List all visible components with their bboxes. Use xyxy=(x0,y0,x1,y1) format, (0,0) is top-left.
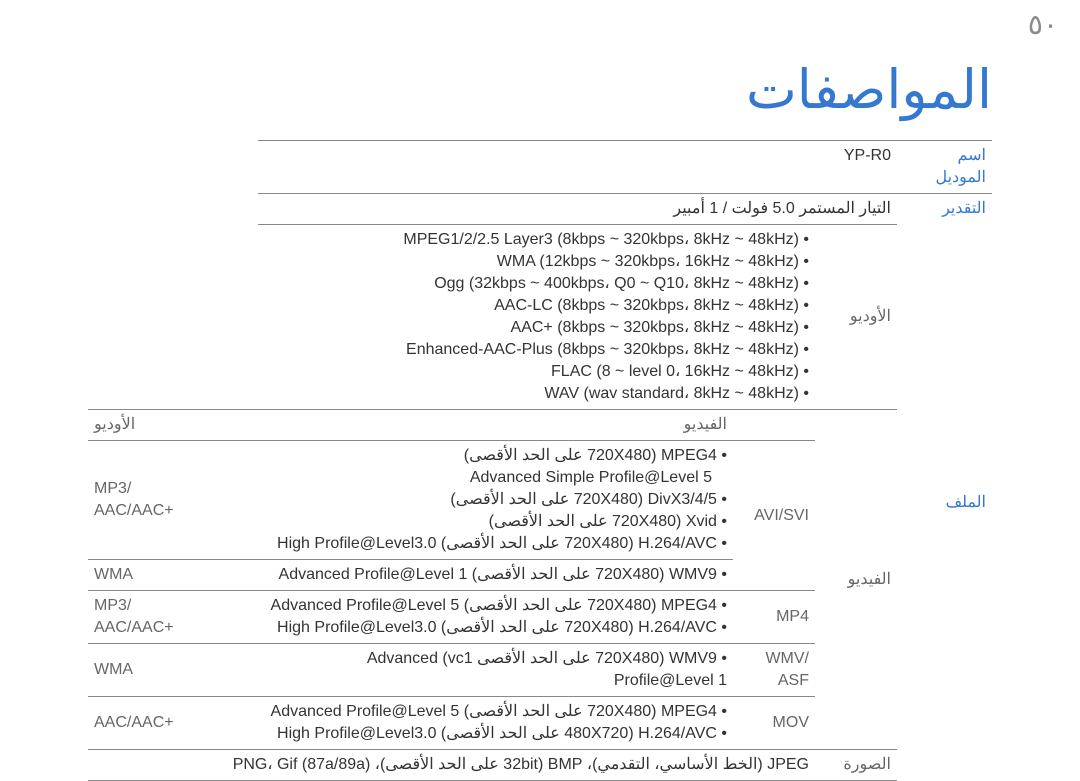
video-line: MPEG4 (720X480 على الحد الأقصى) Advanced… xyxy=(264,595,727,617)
value-image: JPEG (الخط الأساسي، التقدمي)، BMP (32bit… xyxy=(88,750,815,781)
audio-mp4: MP3/ AAC/AAC+ xyxy=(88,591,258,644)
audio-avi: MP3/ AAC/AAC+ xyxy=(88,441,258,560)
format-wmv: WMV/ ASF xyxy=(733,644,815,697)
format-mp4: MP4 xyxy=(733,591,815,644)
video-line: WMV9 (720X480 على الحد الأقصى) Advanced … xyxy=(264,564,727,586)
value-rating: التيار المستمر 5.0 فولت / 1 أمبير xyxy=(258,194,897,225)
audio-line: Enhanced-AAC-Plus (8kbps ~ 320kbps، 8kHz… xyxy=(264,339,809,361)
audio-line: AAC+ (8kbps ~ 320kbps، 8kHz ~ 48kHz) xyxy=(264,317,809,339)
audio-line: MPEG1/2/2.5 Layer3 (8kbps ~ 320kbps، 8kH… xyxy=(264,229,809,251)
format-avi: AVI/SVI xyxy=(733,441,815,591)
video-line: MPEG4 (720X480 على الحد الأقصى) xyxy=(264,445,727,467)
label-image: الصورة xyxy=(815,750,897,781)
video-line: H.264/AVC (720X480 على الحد الأقصى) High… xyxy=(264,617,727,639)
value-wmv: WMV9 (720X480 على الحد الأقصى vc1) Advan… xyxy=(258,644,733,697)
spec-table-wrapper: اسم الموديل YP-R0 التقدير التيار المستمر… xyxy=(88,140,992,781)
video-line: H.264/AVC (720X480 على الحد الأقصى) High… xyxy=(264,533,727,555)
label-video: الفيديو xyxy=(815,410,897,750)
row-rating: التقدير التيار المستمر 5.0 فولت / 1 أمبي… xyxy=(88,194,992,225)
row-video-header: الفيديو الفيديو الأوديو xyxy=(88,410,992,441)
audio-line: AAC-LC (8kbps ~ 320kbps، 8kHz ~ 48kHz) xyxy=(264,295,809,317)
video-line: WMV9 (720X480 على الحد الأقصى vc1) Advan… xyxy=(264,648,727,692)
format-mov: MOV xyxy=(733,697,815,750)
value-avi-wmv: WMV9 (720X480 على الحد الأقصى) Advanced … xyxy=(258,560,733,591)
value-audio: MPEG1/2/2.5 Layer3 (8kbps ~ 320kbps، 8kH… xyxy=(258,225,815,410)
page-number: ٥٠ xyxy=(1028,8,1058,41)
audio-mov: AAC/AAC+ xyxy=(88,697,258,750)
label-rating: التقدير xyxy=(897,194,992,225)
value-avi: MPEG4 (720X480 على الحد الأقصى) Advanced… xyxy=(258,441,733,560)
value-mp4: MPEG4 (720X480 على الحد الأقصى) Advanced… xyxy=(258,591,733,644)
label-file: الملف xyxy=(897,225,992,781)
audio-line: FLAC (8 ~ level 0، 16kHz ~ 48kHz) xyxy=(264,361,809,383)
row-audio: الملف الأوديو MPEG1/2/2.5 Layer3 (8kbps … xyxy=(88,225,992,410)
audio-line: Ogg (32kbps ~ 400kbps، Q0 ~ Q10، 8kHz ~ … xyxy=(264,273,809,295)
video-line: Xvid (720X480 على الحد الأقصى) xyxy=(264,511,727,533)
row-image: الصورة JPEG (الخط الأساسي، التقدمي)، BMP… xyxy=(88,750,992,781)
video-line: DivX3/4/5 (720X480 على الحد الأقصى) xyxy=(264,489,727,511)
video-line: H.264/AVC (480X720 على الحد الأقصى) High… xyxy=(264,723,727,745)
spec-table: اسم الموديل YP-R0 التقدير التيار المستمر… xyxy=(88,140,992,781)
value-model: YP-R0 xyxy=(258,141,897,194)
audio-avi-wmv: WMA xyxy=(88,560,258,591)
audio-line: WAV (wav standard، 8kHz ~ 48kHz) xyxy=(264,383,809,405)
video-line: MPEG4 (720X480 على الحد الأقصى) Advanced… xyxy=(264,701,727,723)
value-mov: MPEG4 (720X480 على الحد الأقصى) Advanced… xyxy=(258,697,733,750)
label-audio: الأوديو xyxy=(815,225,897,410)
page-title: المواصفات xyxy=(746,58,992,121)
video-line: Advanced Simple Profile@Level 5 xyxy=(264,467,727,489)
label-model: اسم الموديل xyxy=(897,141,992,194)
header-audio: الأوديو xyxy=(88,410,258,441)
row-model: اسم الموديل YP-R0 xyxy=(88,141,992,194)
audio-line: WMA (12kbps ~ 320kbps، 16kHz ~ 48kHz) xyxy=(264,251,809,273)
header-video: الفيديو xyxy=(258,410,733,441)
audio-wmv: WMA xyxy=(88,644,258,697)
